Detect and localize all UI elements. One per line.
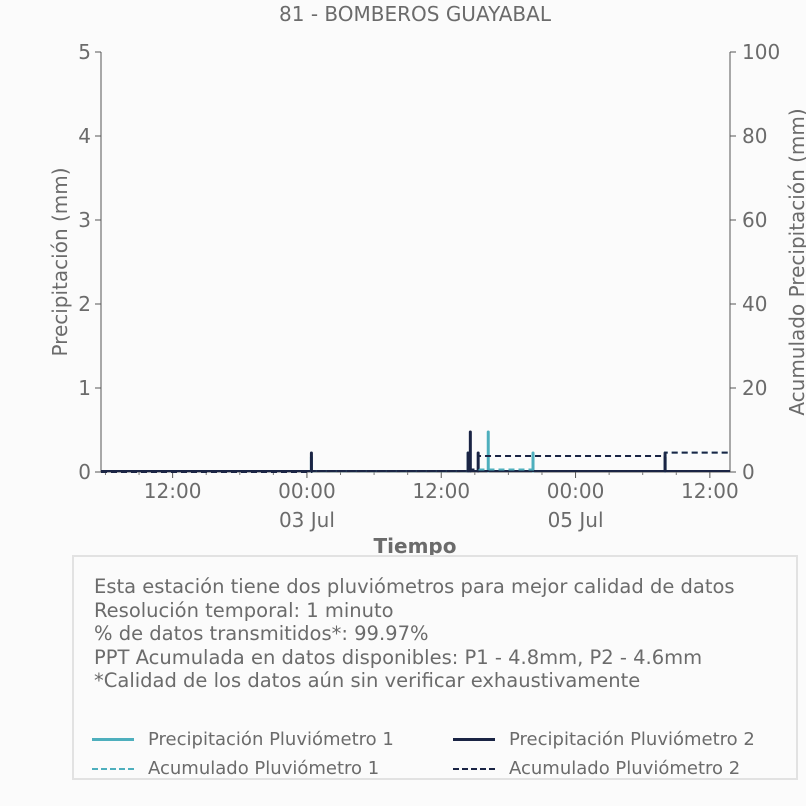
- y-axis-label: Precipitación (mm): [48, 167, 72, 356]
- legend-label: Precipitación Pluviómetro 1: [148, 729, 394, 750]
- y2-tick-label: 0: [742, 460, 755, 484]
- y-tick-label: 1: [78, 376, 91, 400]
- y-tick-label: 4: [78, 124, 91, 148]
- y2-tick-label: 20: [742, 376, 767, 400]
- y2-tick-label: 100: [742, 40, 780, 64]
- info-panel: Esta estación tiene dos pluviómetros par…: [72, 555, 798, 780]
- info-line: PPT Acumulada en datos disponibles: P1 -…: [94, 645, 703, 669]
- y2-tick-label: 60: [742, 208, 767, 232]
- x-tick-sublabel: 03 Jul: [279, 508, 335, 532]
- y2-tick-label: 40: [742, 292, 767, 316]
- x-axis-label: Tiempo: [374, 534, 457, 558]
- legend-swatch: [92, 738, 134, 741]
- legend-item-p1: Precipitación Pluviómetro 1: [92, 729, 394, 750]
- chart-marks: [101, 430, 731, 473]
- chart-title: 81 - BOMBEROS GUAYABAL: [279, 2, 552, 26]
- accumulated-line: [101, 451, 731, 473]
- y-tick-label: 0: [78, 460, 91, 484]
- info-line: *Calidad de los datos aún sin verificar …: [94, 669, 641, 692]
- x-tick-label: 12:00: [412, 479, 470, 503]
- y-tick-label: 3: [78, 208, 91, 232]
- info-line: Esta estación tiene dos pluviómetros par…: [94, 575, 735, 598]
- legend-label: Precipitación Pluviómetro 2: [509, 729, 755, 750]
- y2-axis-label: Acumulado Precipitación (mm): [785, 108, 806, 415]
- info-line: Resolución temporal: 1 minuto: [94, 598, 394, 622]
- x-tick-label: 12:00: [144, 479, 202, 503]
- axes: 0 1 2 3 4 5 0 20 40 60 80 100 12:00 00:00 03 Jul 12:00 0…: [78, 40, 780, 532]
- legend: Precipitación Pluviómetro 1 Precipitació…: [92, 729, 792, 789]
- info-text: Esta estación tiene dos pluviómetros par…: [94, 575, 735, 693]
- legend-swatch: [453, 738, 495, 741]
- x-tick-sublabel: 05 Jul: [548, 508, 604, 532]
- x-tick-label: 12:00: [681, 479, 739, 503]
- legend-swatch: [92, 767, 134, 770]
- y-tick-label: 2: [78, 292, 91, 316]
- x-tick-label: 00:00: [278, 479, 336, 503]
- info-line: % de datos transmitidos*: 99.97%: [94, 622, 429, 645]
- legend-item-a1: Acumulado Pluviómetro 1: [92, 758, 379, 779]
- legend-label: Acumulado Pluviómetro 2: [509, 758, 741, 779]
- legend-swatch: [453, 767, 495, 770]
- rain-chart: 81 - BOMBEROS GUAYABAL 0 1 2 3 4 5 0 20 40 60 80 10…: [48, 2, 806, 558]
- y-tick-label: 5: [78, 40, 91, 64]
- legend-item-p2: Precipitación Pluviómetro 2: [453, 729, 755, 750]
- legend-label: Acumulado Pluviómetro 1: [148, 758, 380, 779]
- accumulated-line: [101, 451, 730, 473]
- x-tick-label: 00:00: [547, 479, 605, 503]
- y2-tick-label: 80: [742, 124, 767, 148]
- legend-item-a2: Acumulado Pluviómetro 2: [453, 758, 740, 779]
